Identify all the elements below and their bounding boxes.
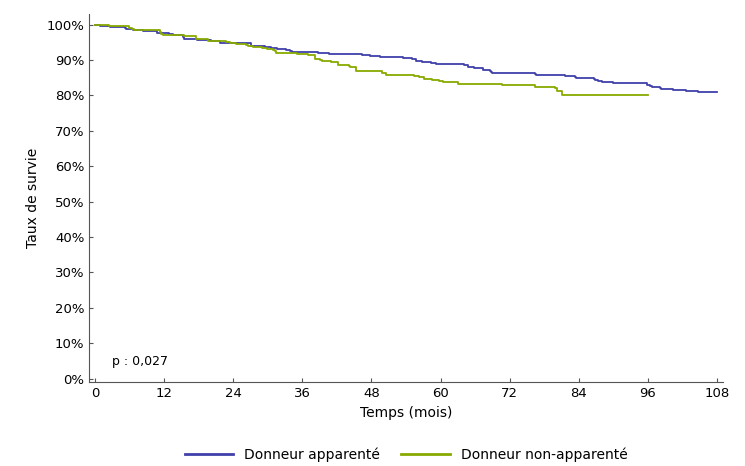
Text: p : 0,027: p : 0,027 bbox=[112, 355, 168, 368]
Legend: Donneur apparenté, Donneur non-apparenté: Donneur apparenté, Donneur non-apparenté bbox=[179, 442, 633, 466]
Y-axis label: Taux de survie: Taux de survie bbox=[26, 148, 39, 248]
X-axis label: Temps (mois): Temps (mois) bbox=[360, 405, 452, 419]
